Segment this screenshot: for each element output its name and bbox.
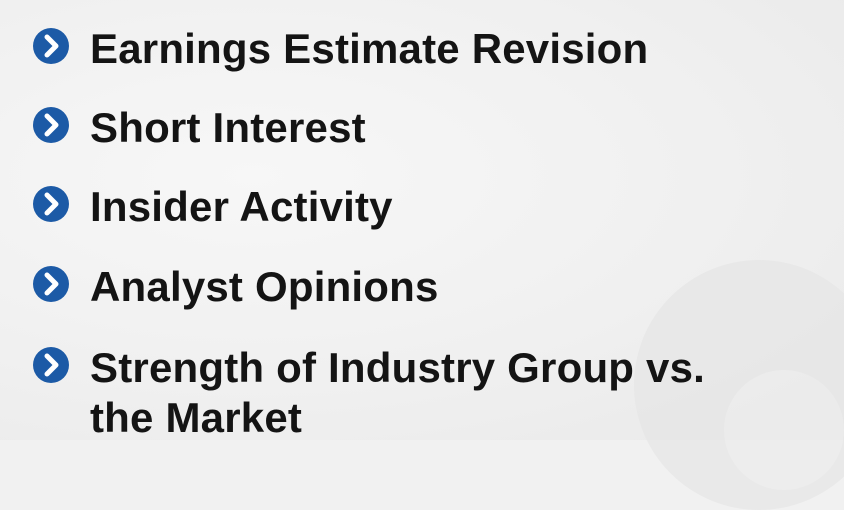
list-item-label: Earnings Estimate Revision (90, 25, 649, 72)
chevron-right-circle-icon (32, 185, 70, 223)
chevron-right-circle-icon (32, 346, 70, 384)
list-item: Strength of Industry Group vs. the Marke… (32, 343, 770, 443)
list-item: Analyst Opinions (32, 264, 439, 310)
list-item-label: Insider Activity (90, 183, 393, 230)
bullet-list: Earnings Estimate Revision Short Interes… (32, 26, 770, 443)
chevron-right-circle-icon (32, 265, 70, 303)
list-item: Short Interest (32, 105, 366, 151)
list-item-label: Analyst Opinions (90, 263, 439, 310)
list-item: Insider Activity (32, 184, 393, 230)
chevron-right-circle-icon (32, 27, 70, 65)
list-item-label: Short Interest (90, 104, 366, 151)
list-item: Earnings Estimate Revision (32, 26, 648, 72)
chevron-right-circle-icon (32, 106, 70, 144)
list-item-label: Strength of Industry Group vs. the Marke… (90, 344, 706, 441)
